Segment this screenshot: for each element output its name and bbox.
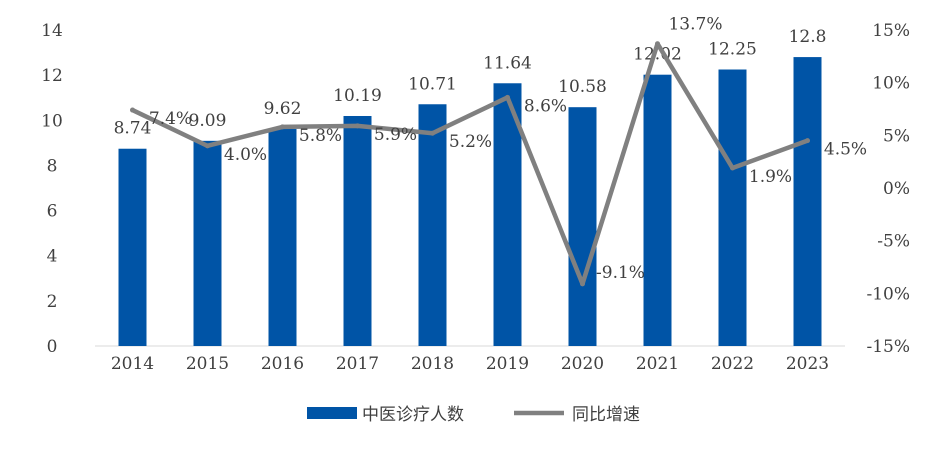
legend-bar-label: 中医诊疗人数 [362,405,464,425]
bar-value-label: 8.74 [114,119,152,139]
growth-point [655,41,660,47]
growth-value-label: 1.9% [749,167,792,187]
bar-value-label: 12.8 [789,27,827,47]
growth-value-label: 4.0% [224,145,267,165]
growth-point [280,124,285,130]
y-left-tick-label: 10 [41,111,63,131]
bar [343,115,372,346]
growth-point [355,123,360,129]
y-left-tick-label: 4 [47,247,58,267]
growth-value-label: 5.2% [449,132,492,152]
y-right-tick-label: -15% [866,337,910,357]
y-left-tick-label: 8 [47,156,58,176]
growth-point [430,130,435,136]
growth-value-label: 4.5% [824,140,867,160]
bar-value-label: 10.71 [408,74,457,94]
bar [718,69,747,346]
growth-value-label: 5.9% [374,125,417,145]
bar-value-label: 11.64 [483,53,532,73]
growth-point [580,281,585,287]
growth-point [730,165,735,171]
x-tick-label: 2016 [261,354,304,374]
growth-point [205,143,210,149]
y-right-tick-label: -5% [877,232,910,252]
bar [568,107,597,347]
x-tick-label: 2021 [636,354,679,374]
growth-value-label: 13.7% [668,15,722,35]
bar [118,148,147,346]
bar [643,74,672,346]
growth-point [130,107,135,113]
legend-bar-swatch [307,407,357,419]
y-left-tick-label: 12 [41,66,63,86]
growth-value-label: 8.6% [524,96,567,116]
y-left-tick-label: 2 [47,292,58,312]
y-right-tick-label: 0% [883,179,910,199]
bar-value-label: 9.62 [264,99,302,119]
x-tick-label: 2017 [336,354,379,374]
x-tick-label: 2019 [486,354,529,374]
growth-value-label: -9.1% [596,263,645,283]
growth-line [130,41,810,287]
bar [493,83,522,347]
y-right-tick-label: 10% [872,74,910,94]
growth-value-label: 5.8% [299,126,342,146]
bar-value-label: 10.58 [558,77,607,97]
legend-line-label: 同比增速 [572,405,640,425]
y-right-tick-label: 15% [872,21,910,41]
y-left-tick-label: 6 [47,202,58,222]
growth-value-label: 7.4% [149,109,192,129]
x-tick-label: 2023 [786,354,829,374]
x-tick-label: 2015 [186,354,229,374]
x-tick-label: 2022 [711,354,754,374]
bar [418,104,447,346]
bar-value-label: 9.09 [189,111,227,131]
bar [193,140,222,346]
y-left-tick-label: 14 [41,21,63,41]
x-tick-label: 2020 [561,354,604,374]
bar [793,57,822,346]
y-right-tick-label: 5% [883,126,910,146]
bar [268,128,297,346]
y-right-tick-label: -10% [866,284,910,304]
y-left-tick-label: 0 [47,337,58,357]
bar-value-label: 10.19 [333,86,382,106]
x-tick-label: 2014 [111,354,154,374]
growth-point [505,94,510,100]
bar-value-label: 12.25 [708,40,757,60]
growth-point [805,138,810,144]
x-tick-label: 2018 [411,354,454,374]
